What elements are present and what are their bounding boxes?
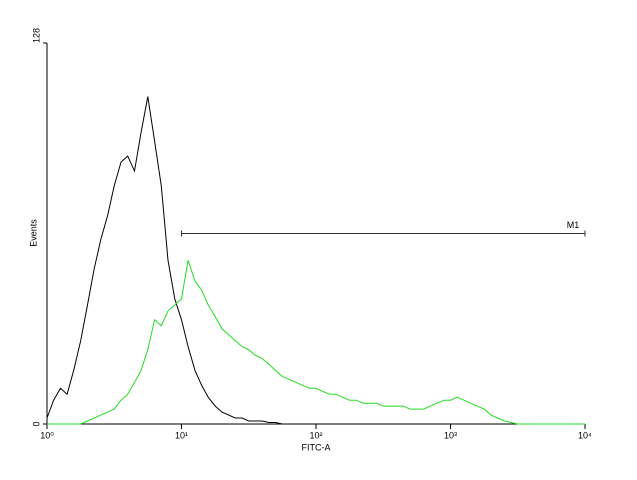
x-tick-label: 10⁰ <box>40 430 54 440</box>
y-tick-label: 0 <box>31 421 41 426</box>
x-axis-label: FITC-A <box>302 442 331 452</box>
x-tick-label: 10³ <box>444 430 457 440</box>
x-tick-label: 10¹ <box>175 430 188 440</box>
series-line <box>47 260 585 425</box>
gate-label: M1 <box>567 220 580 230</box>
x-tick-label: 10² <box>309 430 322 440</box>
y-axis-label: Events <box>28 219 38 247</box>
y-tick-label: 128 <box>31 28 41 43</box>
x-tick-label: 10⁴ <box>578 430 592 440</box>
series-line <box>46 96 585 425</box>
